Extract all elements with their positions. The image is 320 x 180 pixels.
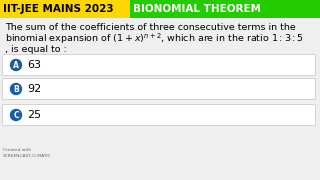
Text: A: A xyxy=(13,60,19,69)
Text: B: B xyxy=(13,84,19,93)
Text: 92: 92 xyxy=(27,84,41,94)
Text: IIT-JEE MAINS 2023: IIT-JEE MAINS 2023 xyxy=(3,4,117,14)
Text: BIONOMIAL THEOREM: BIONOMIAL THEOREM xyxy=(133,4,261,14)
FancyBboxPatch shape xyxy=(3,105,316,125)
Text: Created with: Created with xyxy=(3,148,31,152)
FancyBboxPatch shape xyxy=(3,78,316,100)
Text: 25: 25 xyxy=(27,110,41,120)
Bar xyxy=(0,0,130,18)
FancyBboxPatch shape xyxy=(3,55,316,75)
Text: binomial expansion of $(1 + x)^{n+2}$, which are in the ratio $1 : 3 : 5$: binomial expansion of $(1 + x)^{n+2}$, w… xyxy=(5,32,304,46)
Text: 63: 63 xyxy=(27,60,41,70)
Text: C: C xyxy=(13,111,19,120)
Circle shape xyxy=(11,84,21,95)
Text: The sum of the coefficients of three consecutive terms in the: The sum of the coefficients of three con… xyxy=(5,24,296,33)
Circle shape xyxy=(11,60,21,71)
Text: SCREENCAST-O-MATIC: SCREENCAST-O-MATIC xyxy=(3,154,52,158)
Circle shape xyxy=(11,109,21,120)
Text: , is equal to :: , is equal to : xyxy=(5,46,67,55)
Bar xyxy=(130,0,320,18)
